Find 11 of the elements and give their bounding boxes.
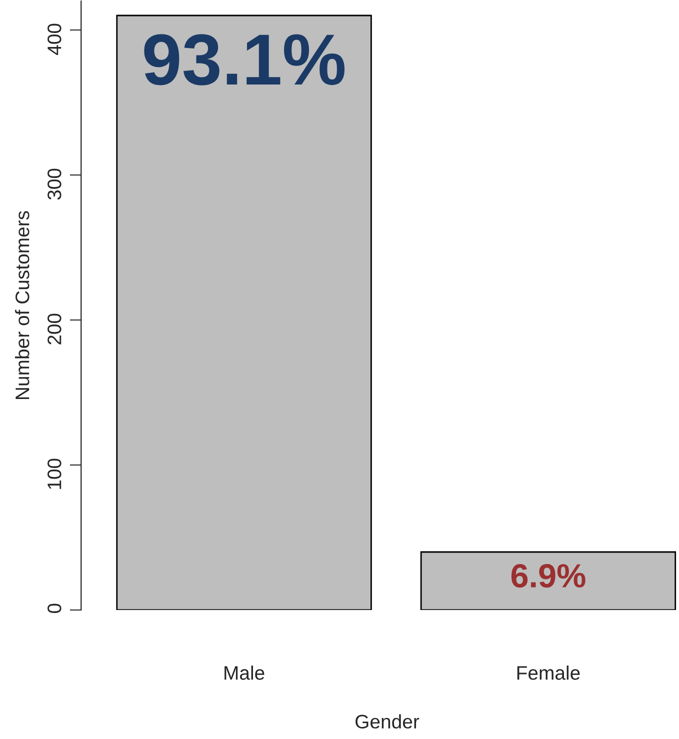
x-axis-title: Gender xyxy=(356,714,420,729)
y-axis-title: Number of Customers xyxy=(15,211,30,399)
y-tick-label: 0 xyxy=(48,604,62,614)
annotation: 6.9% xyxy=(511,564,586,588)
y-tick-label: 300 xyxy=(48,168,62,200)
x-tick-label: Male xyxy=(224,666,264,680)
y-tick-label: 200 xyxy=(48,314,62,344)
x-tick-label: Female xyxy=(517,666,580,680)
annotation: 93.1% xyxy=(144,34,345,86)
y-tick-label: 100 xyxy=(48,458,62,489)
y-tick-label: 400 xyxy=(48,24,62,55)
